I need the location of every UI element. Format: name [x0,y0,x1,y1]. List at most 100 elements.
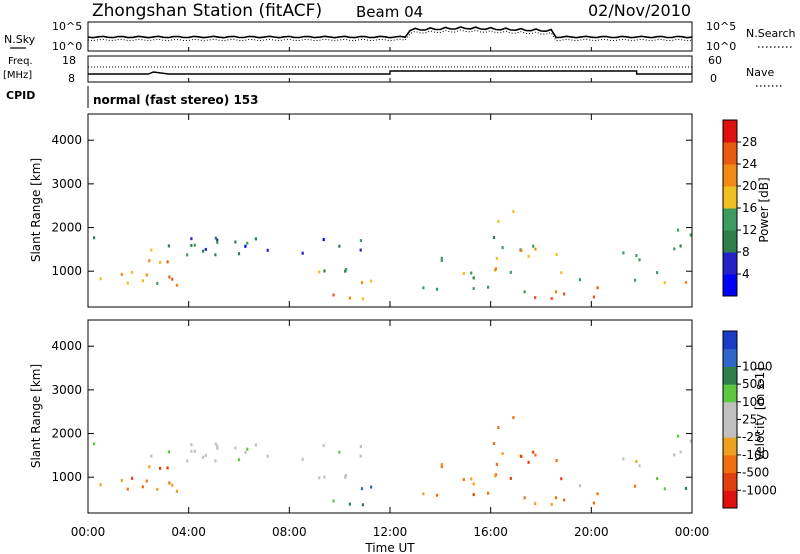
power-cell [359,248,362,252]
velocity-colorbar-label: Velocity [m s-1] [753,367,767,461]
colorbar-tick-label: -100 [742,448,769,462]
power-cell [167,244,170,248]
power-scatter-data [93,210,692,301]
velocity-cell [422,492,425,496]
power-cell [204,247,207,251]
power-cell [578,278,581,282]
power-cell [234,240,237,244]
velocity-cell [202,455,205,459]
power-cell [244,244,247,248]
velocity-cell [145,479,148,483]
power-cell [301,251,304,255]
power-cell [150,248,153,252]
power-cell [497,220,500,223]
velocity-cell [332,499,335,503]
power-cell [166,260,169,264]
power-cell [677,228,680,232]
colorbar-tick-label: -25 [742,430,762,444]
power-cell [501,246,504,250]
velocity-cell [244,450,247,454]
power-cell [186,253,189,257]
power-cell [534,247,537,251]
power-y-axis: 1000 2000 3000 4000 [51,133,692,278]
colorbar-segment [723,437,737,456]
y-tick-label: 2000 [51,427,82,441]
colorbar-segment [723,331,737,350]
velocity-cell [520,455,523,458]
colorbar-tick-label: 8 [742,245,750,259]
power-cell [141,279,144,283]
power-cell [509,270,512,274]
power-cell [472,276,475,280]
power-cell [126,281,129,285]
power-cell [679,244,682,248]
velocity-cell [592,501,595,505]
velocity-cell [214,442,217,446]
nsearch-tick-bottom: 10^0 [706,40,736,53]
colorbar-segment [723,230,737,253]
velocity-cell [234,446,237,450]
power-cell [550,297,553,300]
velocity-scatter-data [93,416,692,507]
velocity-cell [494,474,497,478]
y-tick-label: 4000 [51,133,82,147]
velocity-cell [435,493,439,497]
velocity-cell [99,483,102,487]
power-cell [663,281,666,285]
power-cell [532,244,535,248]
velocity-cell [578,484,581,488]
velocity-cell [216,446,219,450]
power-cell [596,286,599,290]
y-tick-label: 3000 [51,177,82,191]
cpid-label: CPID [6,89,35,102]
colorbar-segment [723,490,737,509]
cpid-text: normal (fast stereo) 153 [93,93,259,107]
freq-unit: [MHz] [3,70,32,81]
power-cell [202,249,205,253]
nsearch-label: N.Search [746,27,796,40]
velocity-cell [440,465,443,469]
x-tick-label: 20:00 [574,525,609,539]
velocity-cell [523,496,526,500]
velocity-cell [492,442,496,445]
velocity-cell [563,498,566,502]
beam-label: Beam 04 [356,3,423,21]
colorbar-segment [723,142,737,165]
power-cell [555,253,558,257]
power-cell [216,240,219,244]
nsearch-trace [87,29,693,42]
power-cell [216,238,219,242]
velocity-cell [348,502,351,506]
power-cell [472,287,475,291]
x-axis-title: Time UT [364,541,415,554]
velocity-cell [120,479,123,482]
power-cell [344,268,348,271]
power-cell [592,295,595,299]
velocity-cell [634,484,637,488]
nave-tick-top: 60 [708,54,722,67]
velocity-cell [344,475,347,479]
velocity-cell [323,475,326,479]
velocity-cell [246,447,249,451]
colorbar-tick-label: 1000 [742,359,773,373]
velocity-cell [512,416,515,420]
velocity-cell [550,503,553,506]
power-cell [131,270,134,274]
power-cell [638,258,641,262]
power-cell [99,277,102,281]
velocity-cell [186,459,189,463]
velocity-cell [495,462,498,466]
power-cell [523,290,526,294]
velocity-cell [555,459,558,463]
power-cell [145,273,148,277]
power-cell [487,285,490,289]
velocity-cell [190,443,193,447]
power-cell [348,296,351,300]
velocity-cell [254,443,257,447]
velocity-cell [93,442,96,446]
power-cell [440,256,443,260]
colorbar-tick-label: 20 [742,179,757,193]
power-cell [634,278,637,282]
